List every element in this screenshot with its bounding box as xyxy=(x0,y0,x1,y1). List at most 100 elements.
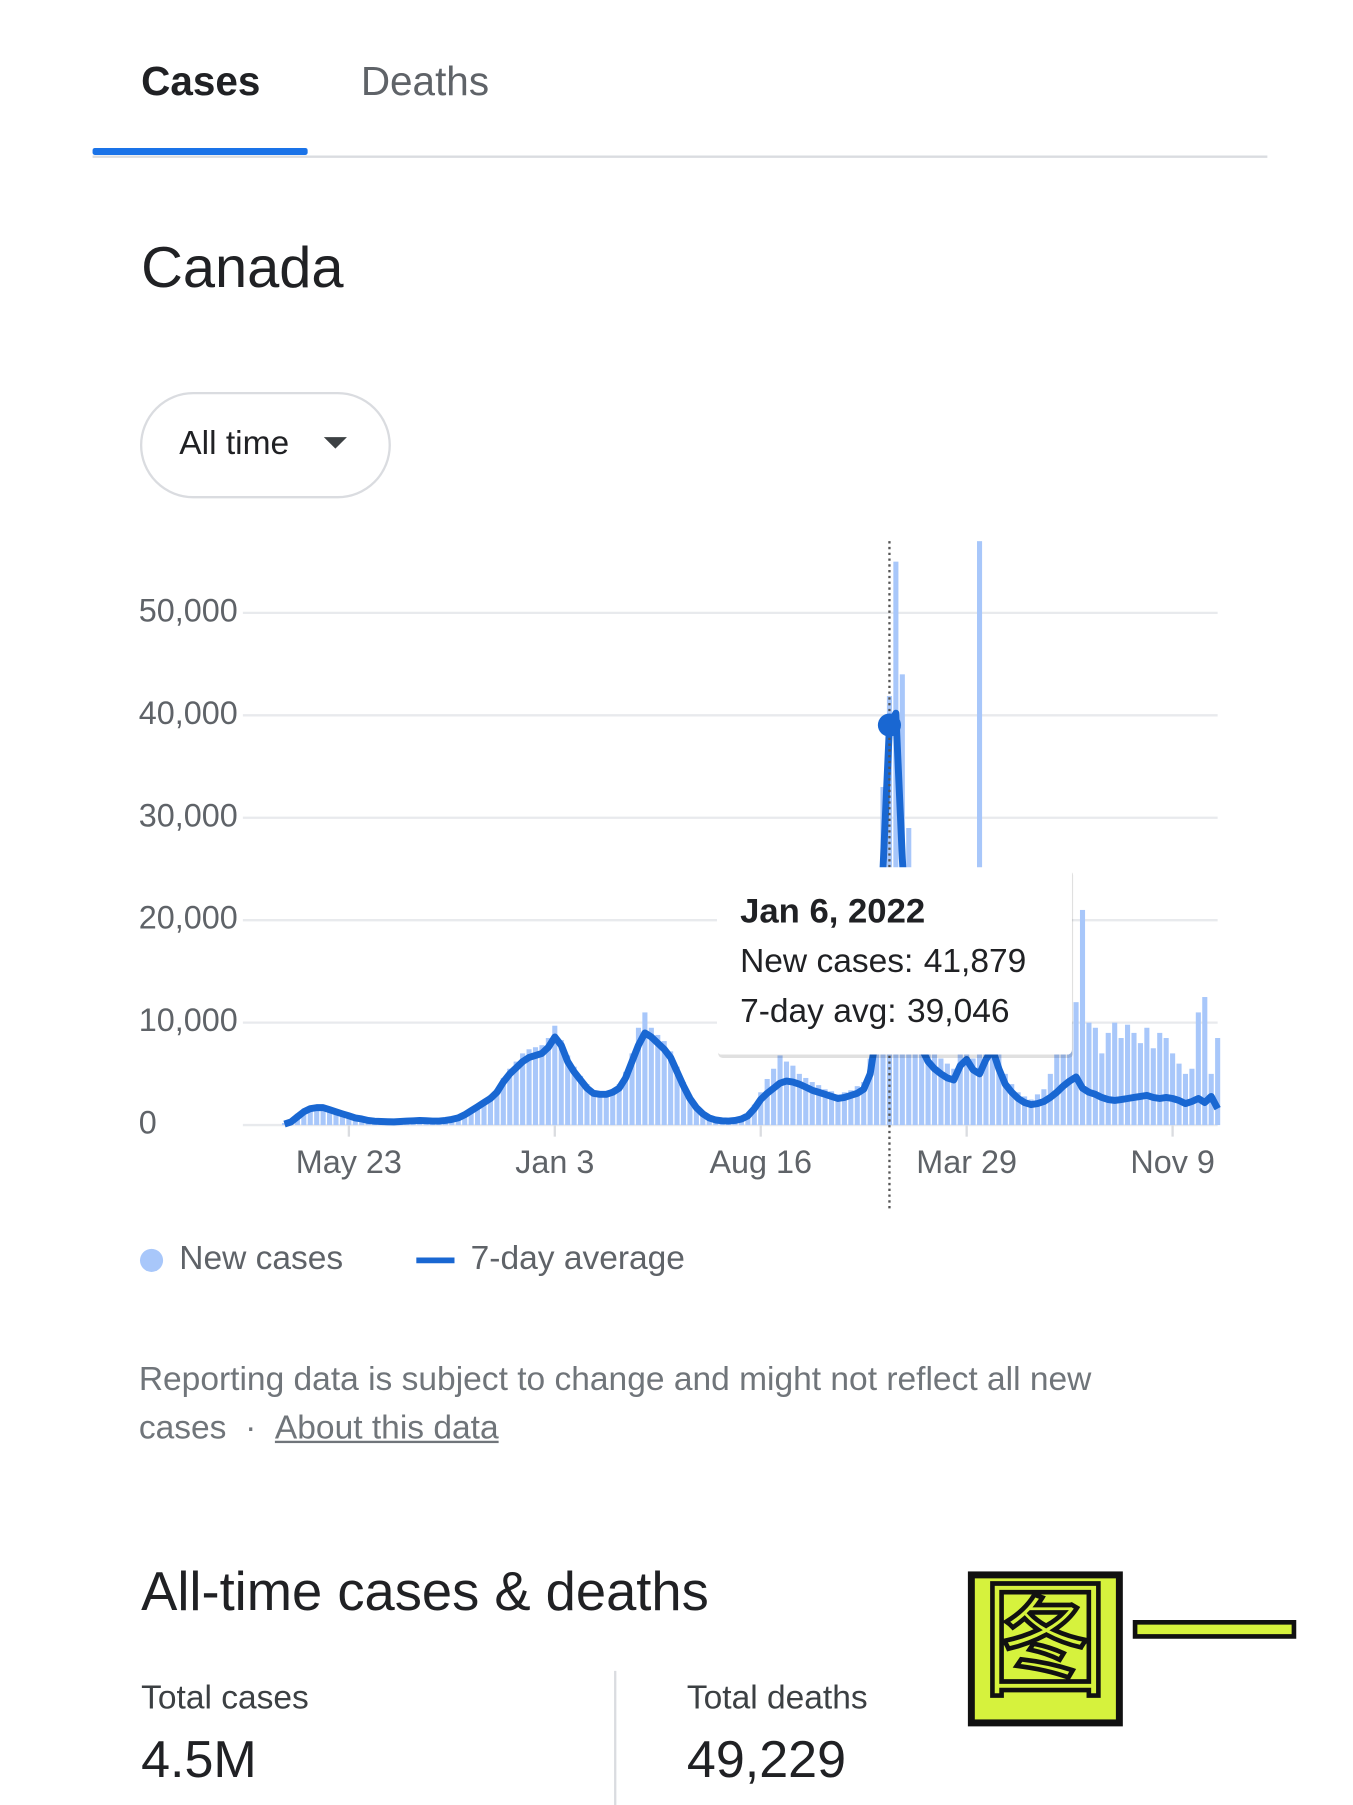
bar xyxy=(1125,1024,1131,1126)
bar xyxy=(655,1034,661,1126)
bar xyxy=(1189,1068,1195,1126)
bar xyxy=(552,1025,558,1126)
legend-label: 7-day average xyxy=(471,1240,685,1277)
note: Reporting data is subject to change and … xyxy=(139,1355,1203,1452)
bar xyxy=(1060,1027,1066,1126)
bar xyxy=(1079,909,1086,1126)
x-tick-label: Nov 9 xyxy=(1130,1144,1215,1180)
bar xyxy=(545,1038,551,1126)
hover-dot xyxy=(877,713,902,737)
bar xyxy=(1195,1012,1201,1126)
bar xyxy=(919,1002,925,1126)
bar xyxy=(1002,1073,1008,1126)
y-tick-label: 30,000 xyxy=(139,797,238,833)
total-value: 49,229 xyxy=(687,1731,846,1789)
bar xyxy=(327,1108,333,1126)
x-tick-label: Jan 3 xyxy=(515,1144,594,1180)
bar xyxy=(758,1092,764,1126)
tooltip-row: New cases: 41,879 xyxy=(740,943,1026,980)
bar xyxy=(680,1082,687,1126)
tab-indicator xyxy=(92,148,308,155)
bar xyxy=(468,1109,474,1126)
bar xyxy=(893,561,899,1126)
bar xyxy=(668,1051,674,1126)
tooltip-title: Jan 6, 2022 xyxy=(740,893,925,931)
bar xyxy=(532,1047,539,1126)
bar xyxy=(835,1094,841,1126)
bar xyxy=(635,1027,642,1126)
tab-cases[interactable]: Cases xyxy=(141,58,260,104)
bar xyxy=(1215,1038,1221,1126)
bar xyxy=(623,1071,629,1126)
about-link[interactable]: About this data xyxy=(274,1409,499,1447)
bar xyxy=(1041,1089,1047,1126)
range-selector[interactable] xyxy=(139,391,391,499)
bar xyxy=(1176,1063,1182,1126)
bar xyxy=(558,1040,564,1126)
bar xyxy=(796,1073,802,1126)
tooltip xyxy=(716,867,1072,1055)
bar xyxy=(590,1090,596,1126)
bar xyxy=(1054,1043,1060,1126)
bar xyxy=(700,1112,706,1126)
bar xyxy=(539,1045,545,1126)
y-tick-label: 10,000 xyxy=(139,1002,238,1038)
bar xyxy=(1118,1038,1124,1126)
x-tick-label: Aug 16 xyxy=(709,1144,812,1180)
bar xyxy=(957,1053,963,1126)
note-separator: · xyxy=(245,1409,257,1447)
bar xyxy=(970,1058,976,1126)
bar xyxy=(481,1100,487,1126)
chart: 0 10,000 20,000 30,000 40,000 50,000 May 23 Jan… xyxy=(139,541,1221,1212)
bar xyxy=(577,1075,584,1126)
bar xyxy=(462,1113,468,1126)
bar xyxy=(809,1082,815,1126)
total-label: Total deaths xyxy=(687,1680,868,1717)
bar xyxy=(642,1012,648,1126)
bar xyxy=(938,1058,944,1126)
bar xyxy=(610,1089,616,1126)
bar xyxy=(1073,1002,1079,1126)
bar xyxy=(822,1089,828,1126)
y-tick-label: 50,000 xyxy=(139,592,238,628)
sticker-char: 一 xyxy=(1127,1540,1300,1734)
bar xyxy=(1150,1048,1156,1126)
bar xyxy=(854,1086,860,1126)
bar xyxy=(301,1109,307,1126)
bar xyxy=(1112,1022,1118,1126)
bar xyxy=(616,1084,622,1126)
bar xyxy=(526,1049,532,1126)
bar xyxy=(674,1066,680,1126)
bar xyxy=(976,541,983,1126)
bar xyxy=(764,1078,770,1126)
bar xyxy=(320,1106,326,1126)
tooltip-row-label: 7-day avg: xyxy=(740,993,897,1030)
bar xyxy=(983,1043,989,1126)
bar xyxy=(1009,1084,1015,1126)
bar xyxy=(314,1105,320,1126)
bar xyxy=(661,1041,667,1126)
bar xyxy=(475,1104,481,1126)
tab-deaths[interactable]: Deaths xyxy=(361,58,489,104)
bar xyxy=(874,991,880,1126)
bar xyxy=(687,1095,693,1126)
bar xyxy=(339,1112,345,1126)
x-tick-label: May 23 xyxy=(296,1144,402,1180)
bar xyxy=(629,1053,635,1126)
sticker-char: 图 xyxy=(982,1570,1109,1712)
total-value: 4.5M xyxy=(141,1731,257,1789)
bar xyxy=(1131,1032,1137,1126)
bar xyxy=(346,1114,352,1126)
bar xyxy=(1182,1073,1189,1126)
bar xyxy=(565,1055,571,1126)
bar xyxy=(333,1110,339,1126)
bar xyxy=(925,1038,931,1126)
legend-label: New cases xyxy=(179,1240,343,1277)
bar xyxy=(931,1053,938,1126)
bar xyxy=(1015,1092,1021,1126)
bar xyxy=(1086,1022,1092,1126)
sticker-box xyxy=(967,1571,1123,1727)
bar xyxy=(848,1090,854,1126)
